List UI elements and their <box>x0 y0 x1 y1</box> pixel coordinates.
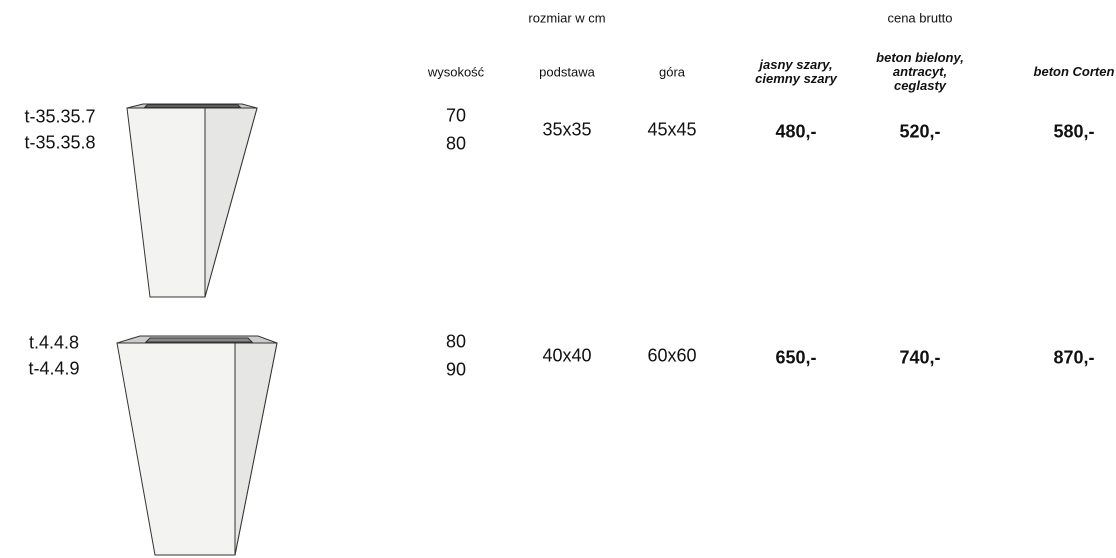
planter-large <box>116 335 278 556</box>
price: 650,- <box>775 347 817 368</box>
column-header: ceglasty <box>893 78 947 93</box>
column-header: wysokość <box>427 64 485 80</box>
height: 70 <box>445 105 467 126</box>
product-code: t.4.4.8 <box>28 332 80 353</box>
column-header: podstawa <box>539 64 595 80</box>
product-code: t-35.35.8 <box>24 132 96 153</box>
column-header: antracyt, <box>892 64 948 79</box>
base-size: 35x35 <box>542 119 592 140</box>
base-size: 40x40 <box>542 345 592 366</box>
price: 580,- <box>1053 121 1095 142</box>
column-header: ciemny szary <box>755 71 837 86</box>
group-header: rozmiar w cm <box>528 10 606 26</box>
product-code: t-35.35.7 <box>24 106 96 127</box>
planter-small <box>126 103 258 298</box>
column-header: beton bielony, <box>876 50 964 65</box>
product-code: t-4.4.9 <box>28 358 80 379</box>
price: 520,- <box>899 121 941 142</box>
column-header: beton Corten <box>1033 64 1115 79</box>
group-header: cena brutto <box>887 10 953 26</box>
price: 480,- <box>775 121 817 142</box>
price: 870,- <box>1053 347 1095 368</box>
price: 740,- <box>899 347 941 368</box>
height: 80 <box>445 331 467 352</box>
height: 90 <box>445 359 467 380</box>
column-header: jasny szary, <box>759 57 833 72</box>
height: 80 <box>445 133 467 154</box>
column-header: góra <box>658 64 686 80</box>
top-size: 60x60 <box>647 345 697 366</box>
top-size: 45x45 <box>647 119 697 140</box>
